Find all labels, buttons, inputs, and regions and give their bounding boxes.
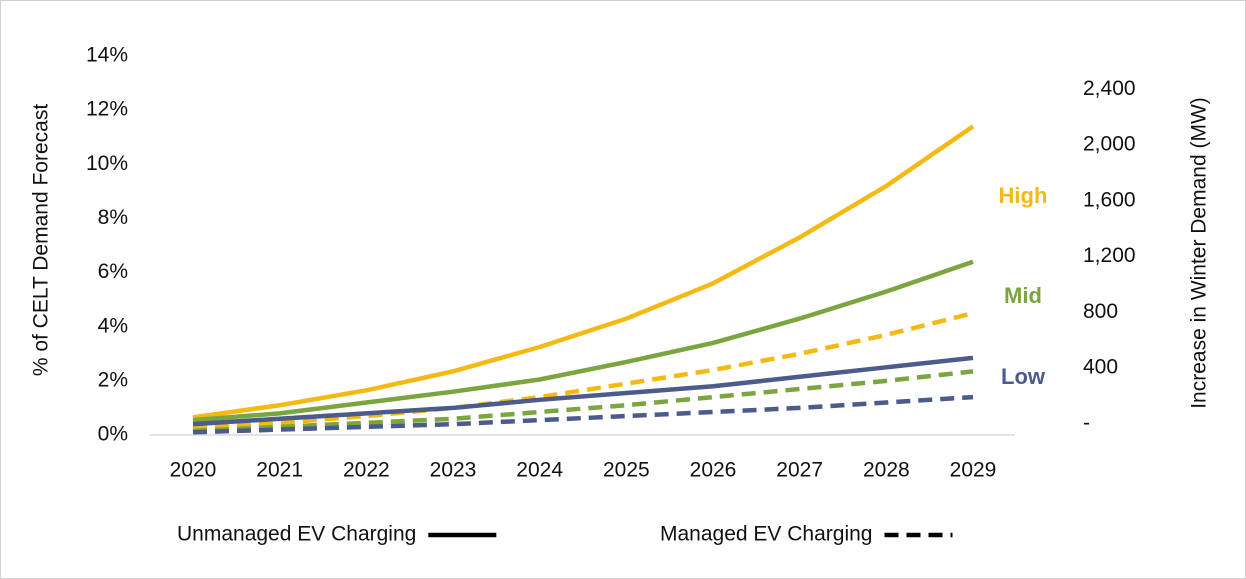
y2-tick-label: 1,600	[1083, 188, 1136, 211]
y2-tick-label: 2,000	[1083, 133, 1136, 156]
x-tick-label: 2026	[690, 459, 737, 482]
y2-tick-label: -	[1083, 411, 1090, 434]
y-tick-label: 0%	[98, 423, 128, 446]
legend-label: Unmanaged EV Charging	[177, 523, 416, 546]
x-tick-label: 2029	[950, 459, 997, 482]
scenario-label: Mid	[1004, 283, 1042, 308]
scenario-label: High	[999, 183, 1048, 208]
legend-label: Managed EV Charging	[660, 523, 872, 546]
y-tick-label: 10%	[86, 152, 128, 175]
series-line	[192, 355, 974, 427]
y2-axis-label: Increase in Winter Demand (MW)	[1188, 97, 1211, 409]
y-tick-label: 8%	[98, 206, 128, 229]
y-tick-label: 6%	[98, 260, 128, 283]
x-tick-label: 2027	[776, 459, 823, 482]
series-line	[192, 124, 975, 420]
y2-tick-label: 400	[1083, 356, 1118, 379]
x-tick-label: 2024	[516, 459, 563, 482]
y-tick-label: 14%	[86, 44, 128, 67]
y-tick-label: 12%	[86, 98, 128, 121]
scenario-label: Low	[1001, 364, 1046, 389]
series-line	[192, 394, 974, 435]
series-line	[192, 259, 974, 423]
y2-tick-label: 1,200	[1083, 244, 1136, 267]
y2-tick-label: 800	[1083, 300, 1118, 323]
x-tick-label: 2025	[603, 459, 650, 482]
y2-tick-label: 2,400	[1083, 77, 1136, 100]
y-tick-label: 2%	[98, 368, 128, 391]
y-axis-label: % of CELT Demand Forecast	[30, 104, 53, 376]
x-tick-label: 2020	[170, 459, 217, 482]
y-tick-label: 4%	[98, 314, 128, 337]
x-tick-label: 2023	[430, 459, 477, 482]
series-line	[192, 369, 974, 434]
x-tick-label: 2022	[343, 459, 390, 482]
x-tick-label: 2028	[863, 459, 910, 482]
x-tick-label: 2021	[256, 459, 303, 482]
